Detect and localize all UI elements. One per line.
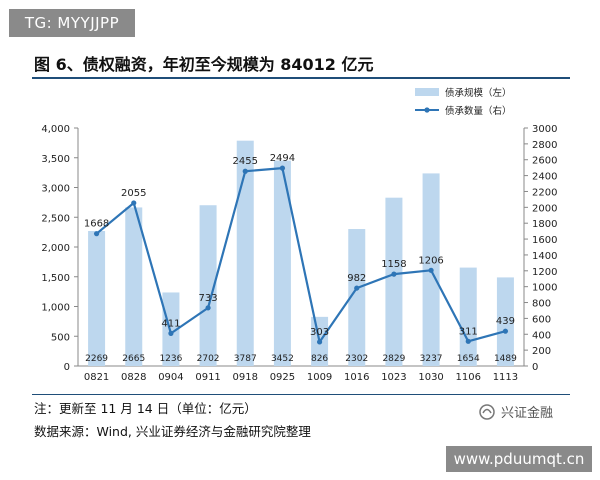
left-tick-label: 0	[64, 362, 70, 373]
bar-value-label: 1236	[159, 354, 182, 364]
line-point-1030	[428, 267, 434, 273]
right-tick-label: 400	[532, 330, 551, 341]
legend-line-marker	[424, 107, 430, 113]
legend-bar-label: 债承规模（左）	[445, 87, 512, 99]
x-tick-label: 1113	[493, 372, 518, 383]
bar-1016	[348, 229, 366, 366]
x-tick-label: 0918	[233, 372, 258, 383]
line-value-label: 2455	[233, 156, 258, 167]
bar-0828	[125, 207, 143, 366]
line-value-label: 2055	[121, 188, 146, 199]
watermark-top: TG: MYYJJPP	[9, 9, 135, 37]
bar-0925	[273, 160, 291, 366]
left-tick-label: 3,500	[41, 154, 70, 165]
bar-0911	[199, 205, 217, 366]
chart-source: 数据来源：Wind, 兴业证券经济与金融研究院整理	[34, 424, 311, 439]
line-value-label: 303	[310, 327, 329, 338]
bar-value-label: 2702	[197, 354, 220, 364]
x-tick-label: 1009	[307, 372, 332, 383]
right-tick-label: 2800	[532, 140, 557, 151]
left-tick-label: 2,500	[41, 213, 70, 224]
bar-value-label: 826	[311, 354, 328, 364]
right-tick-label: 200	[532, 346, 551, 357]
legend-line-label: 债承数量（右）	[445, 105, 512, 117]
bar-value-label: 3237	[420, 354, 443, 364]
line-point-0821	[93, 231, 100, 237]
line-point-1009	[316, 339, 323, 345]
x-tick-label: 0904	[158, 372, 183, 383]
right-tick-label: 2400	[532, 172, 557, 183]
bar-value-label: 1489	[494, 354, 517, 364]
right-tick-label: 1800	[532, 219, 557, 230]
x-tick-label: 0828	[121, 372, 146, 383]
bar-value-label: 2269	[85, 354, 108, 364]
line-point-0828	[131, 200, 137, 206]
chart-note: 注：更新至 11 月 14 日（单位：亿元）	[34, 401, 257, 416]
right-tick-label: 1400	[532, 251, 557, 262]
right-tick-label: 1200	[532, 267, 557, 278]
right-tick-label: 2200	[532, 187, 557, 198]
left-tick-label: 1,000	[41, 303, 70, 314]
x-tick-label: 1106	[456, 372, 481, 383]
line-value-label: 1206	[418, 255, 443, 266]
bar-1113	[496, 277, 514, 366]
line-point-0925	[279, 165, 286, 171]
x-tick-label: 0925	[270, 372, 295, 383]
line-value-label: 982	[347, 273, 366, 284]
line-point-1023	[391, 271, 397, 277]
line-point-1016	[354, 285, 360, 291]
left-tick-label: 3,000	[41, 184, 70, 195]
bar-1023	[385, 197, 403, 366]
line-value-label: 2494	[270, 153, 295, 164]
line-series-count	[95, 167, 506, 344]
left-tick-label: 2,000	[41, 243, 70, 254]
line-point-0918	[242, 168, 248, 174]
bar-value-label: 2829	[382, 354, 405, 364]
right-tick-label: 2600	[532, 156, 557, 167]
right-tick-label: 0	[532, 362, 538, 373]
bar-value-label: 2665	[122, 354, 145, 364]
x-tick-label: 1016	[344, 372, 369, 383]
line-value-label: 311	[459, 326, 478, 337]
right-tick-label: 1000	[532, 283, 557, 294]
bar-value-label: 3787	[234, 354, 257, 364]
line-value-label: 439	[496, 316, 515, 327]
right-tick-label: 800	[532, 299, 551, 310]
brand-logo-icon	[479, 403, 495, 420]
x-tick-label: 1030	[418, 372, 443, 383]
x-tick-label: 0821	[84, 372, 109, 383]
line-point-0904	[168, 330, 174, 336]
brand-label: 兴证金融	[501, 406, 554, 421]
line-value-label: 1668	[84, 219, 109, 230]
brand-mark: 兴证金融	[478, 402, 553, 421]
left-tick-label: 500	[51, 332, 70, 343]
x-tick-label: 1023	[381, 372, 406, 383]
right-tick-label: 1600	[532, 235, 557, 246]
right-tick-label: 2000	[532, 203, 557, 214]
line-point-1113	[502, 328, 509, 334]
watermark-bottom: www.pduumqt.cn	[446, 446, 592, 472]
chart-title: 图 6、债权融资，年初至今规模为 84012 亿元	[34, 55, 374, 74]
legend-bar-swatch	[415, 88, 439, 96]
line-point-1106	[465, 338, 471, 344]
title-rule	[32, 77, 570, 79]
line-value-label: 1158	[381, 259, 406, 270]
left-tick-label: 1,500	[41, 273, 70, 284]
footer-rule	[32, 394, 570, 395]
x-tick-label: 0911	[195, 372, 220, 383]
bar-value-label: 1654	[457, 354, 480, 364]
bar-1106	[459, 267, 477, 366]
bar-0821	[88, 230, 106, 366]
line-value-label: 733	[199, 293, 218, 304]
chart: 0 500 1,000 1,500 2,000 2,500 3,000 3,500 4,000 0…	[41, 87, 557, 383]
bar-value-label: 2302	[345, 354, 368, 364]
bar-value-label: 3452	[271, 354, 294, 364]
right-tick-label: 3000	[532, 124, 557, 135]
bar-0918	[236, 140, 254, 366]
bar-0904	[162, 292, 180, 366]
line-value-label: 411	[161, 318, 180, 329]
left-tick-label: 4,000	[41, 124, 70, 135]
line-point-0911	[205, 305, 211, 311]
right-tick-label: 600	[532, 314, 551, 325]
